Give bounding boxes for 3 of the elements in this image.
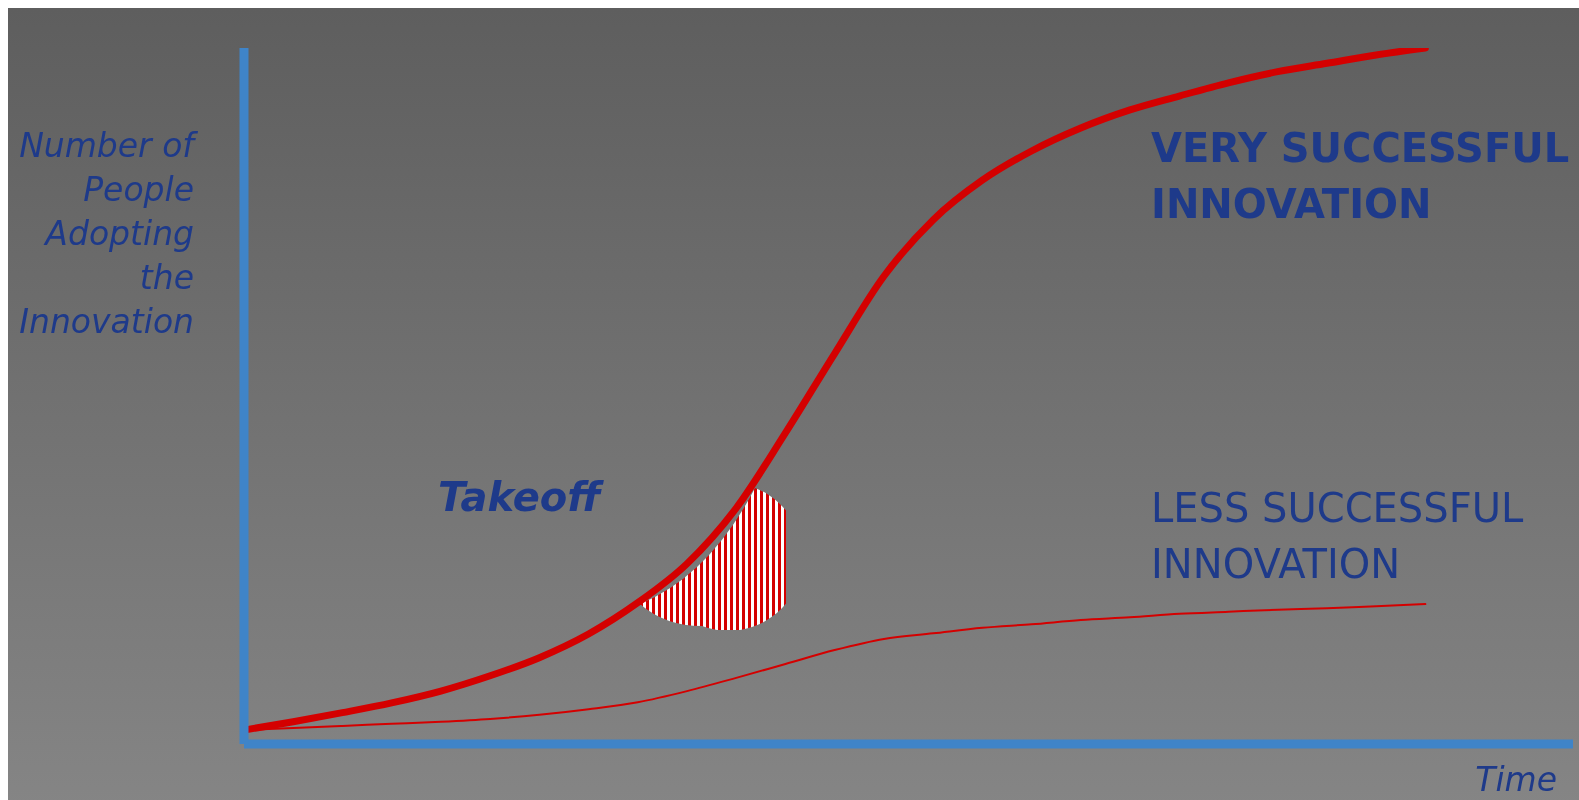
series-label: LESS SUCCESSFUL INNOVATION: [1151, 484, 1525, 589]
x-axis-title: Time: [1475, 760, 1557, 799]
series-label: VERY SUCCESSFUL INNOVATION: [1151, 124, 1571, 229]
